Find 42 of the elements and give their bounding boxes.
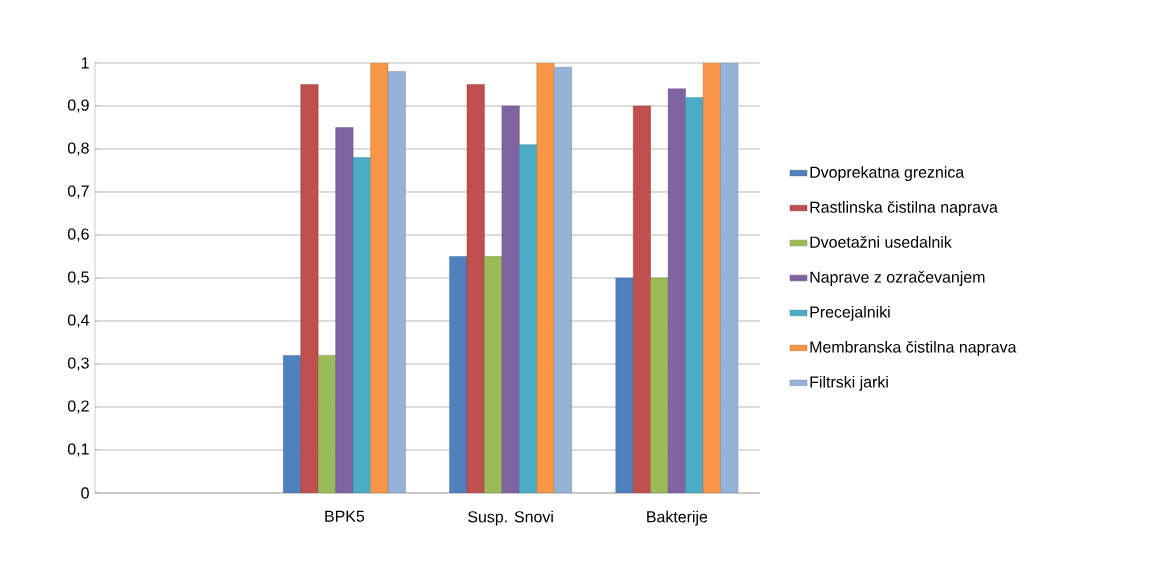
x-tick-label: Susp. Snovi xyxy=(468,510,553,526)
bar xyxy=(667,88,686,493)
bar xyxy=(720,62,739,493)
y-tick-label: 0,1 xyxy=(67,443,89,457)
legend-label: Naprave z ozračevanjem xyxy=(810,271,985,286)
legend-label: Dvoetažni usedalnik xyxy=(810,236,952,248)
y-tick-label: 1 xyxy=(81,57,89,69)
y-tick-label: 0,3 xyxy=(67,357,89,371)
bar xyxy=(702,62,721,493)
legend-label: Filtrski jarki xyxy=(810,375,888,391)
bar xyxy=(370,62,389,493)
y-tick-label: 0,6 xyxy=(67,228,89,242)
legend-label: Dvoprekatna greznica xyxy=(810,166,965,181)
bar xyxy=(387,71,406,493)
bar xyxy=(449,256,468,493)
bar xyxy=(501,105,520,493)
bar xyxy=(536,62,555,493)
y-tick-label: 0,5 xyxy=(67,271,89,285)
x-tick-label: BPK5 xyxy=(325,510,365,522)
y-tick-label: 0,8 xyxy=(67,142,89,156)
bar xyxy=(466,84,485,493)
bar xyxy=(685,97,704,493)
bar xyxy=(352,157,371,493)
bar xyxy=(615,277,634,493)
y-tick-label: 0,4 xyxy=(67,314,90,328)
bar xyxy=(300,84,319,493)
legend-label: Rastlinska čistilna naprava xyxy=(810,201,998,216)
legend-label: Precejalniki xyxy=(810,306,890,321)
bar xyxy=(335,127,354,493)
bar xyxy=(484,256,503,493)
legend-label: Membranska čistilna naprava xyxy=(810,340,1017,356)
bar xyxy=(650,277,669,493)
bar xyxy=(519,144,538,493)
bar xyxy=(633,105,651,493)
y-tick-label: 0 xyxy=(81,487,89,499)
bar xyxy=(554,67,572,493)
bar xyxy=(283,355,301,493)
y-tick-label: 0,9 xyxy=(67,99,89,113)
y-tick-label: 0,2 xyxy=(67,400,89,414)
x-tick-label: Bakterije xyxy=(647,510,708,526)
y-tick-label: 0,7 xyxy=(67,185,89,199)
bar xyxy=(318,355,336,493)
